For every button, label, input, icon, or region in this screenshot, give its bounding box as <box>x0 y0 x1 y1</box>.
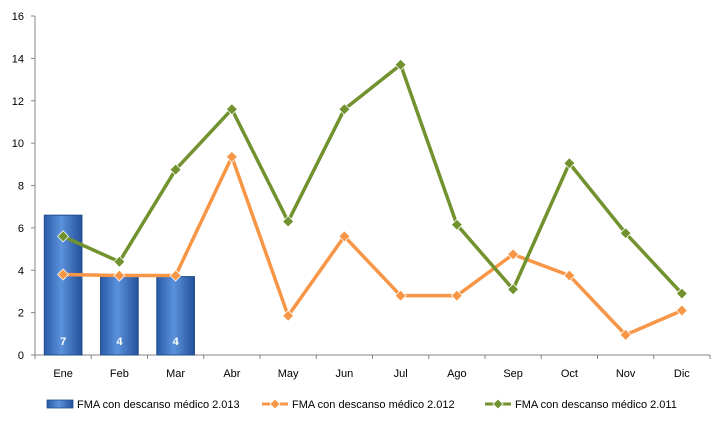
x-tick-label: Ene <box>53 368 73 380</box>
x-tick-label: Feb <box>110 368 129 380</box>
series-point <box>338 103 351 116</box>
series-point <box>507 248 520 261</box>
series-point <box>57 268 70 281</box>
series-point <box>450 289 463 302</box>
series-point <box>563 269 576 282</box>
bar-data-label: 4 <box>173 336 180 348</box>
legend-marker <box>492 398 504 410</box>
y-tick-label: 14 <box>12 53 24 65</box>
series-point <box>450 218 463 231</box>
plot-area: 0 2 4 6 8 10 12 14 16 Ene Feb Mar Abr May Jun Jul Ago Sep… <box>12 11 711 380</box>
series-point <box>225 150 238 163</box>
series-point <box>563 157 576 170</box>
y-tick-label: 2 <box>18 308 24 320</box>
series-point <box>57 230 70 243</box>
bar-data-label: 4 <box>116 336 123 348</box>
series-point <box>113 269 126 282</box>
series-point <box>225 103 238 116</box>
legend-label: FMA con descanso médico 2.012 <box>292 399 455 411</box>
x-tick-label: Ago <box>447 368 467 380</box>
x-tick-label: Dic <box>674 368 690 380</box>
y-tick-label: 16 <box>12 11 24 23</box>
y-tick-label: 10 <box>12 138 24 150</box>
x-tick-label: Jul <box>394 368 408 380</box>
series-point <box>675 287 688 300</box>
legend-marker <box>269 398 281 410</box>
series-point <box>338 230 351 243</box>
x-tick-label: Sep <box>503 368 523 380</box>
series-point <box>282 215 295 228</box>
y-tick-label: 0 <box>18 350 24 362</box>
legend: FMA con descanso médico 2.013 FMA con des… <box>46 398 677 411</box>
y-tick-label: 8 <box>18 181 24 193</box>
series-point <box>394 58 407 71</box>
y-tick-label: 12 <box>12 96 24 108</box>
legend-swatch <box>46 399 74 409</box>
series-point <box>282 309 295 322</box>
series-point <box>619 227 632 240</box>
x-tick-label: Nov <box>616 368 636 380</box>
bar <box>100 276 139 356</box>
series-point <box>169 269 182 282</box>
series-point <box>113 255 126 268</box>
series-line <box>62 62 684 295</box>
bar-data-label: 7 <box>60 336 66 348</box>
series-point <box>619 328 632 341</box>
series-point <box>507 283 520 296</box>
x-tick-label: Mar <box>166 368 185 380</box>
x-tick-label: Oct <box>561 368 578 380</box>
y-tick-label: 6 <box>18 223 24 235</box>
x-tick-label: Jun <box>336 368 354 380</box>
legend-label: FMA con descanso médico 2.011 <box>515 399 677 411</box>
series-line <box>63 155 683 337</box>
legend-label: FMA con descanso médico 2.013 <box>77 399 240 411</box>
series-point <box>394 289 407 302</box>
y-tick-label: 4 <box>18 265 24 277</box>
x-tick-label: May <box>278 368 299 380</box>
series-point <box>675 304 688 317</box>
series-point <box>169 163 182 176</box>
x-tick-label: Abr <box>223 368 240 380</box>
